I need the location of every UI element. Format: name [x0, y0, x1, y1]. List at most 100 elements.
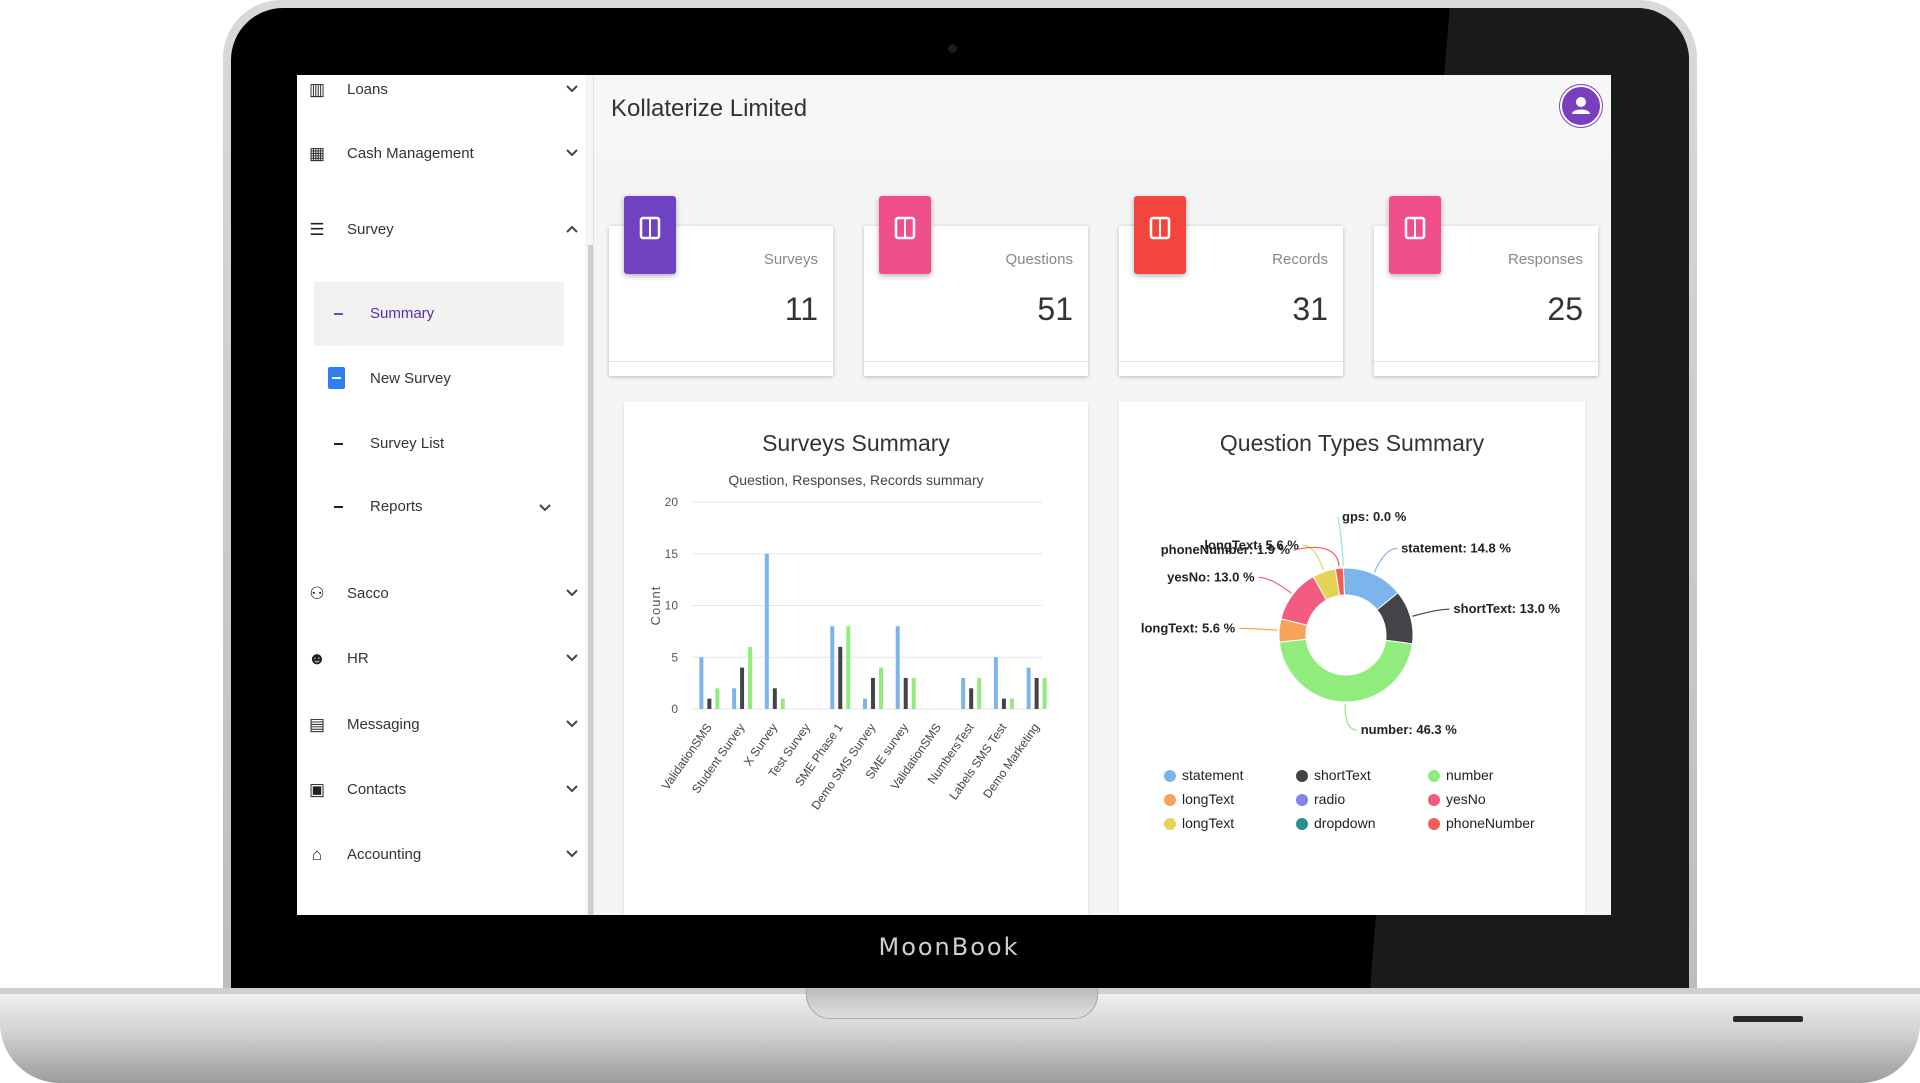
top-bar: [594, 75, 1611, 155]
connector-line: [1293, 546, 1340, 567]
chevron-down-icon: [566, 85, 578, 93]
y-tick-label: 15: [665, 547, 679, 561]
legend-label: shortText: [1314, 767, 1371, 783]
question-types-donut-chart: statement: 14.8 % shortText: 13.0 % number…: [1141, 509, 1561, 737]
sidebar-item-messaging[interactable]: ▤ Messaging: [297, 705, 585, 745]
connector-line: [1258, 576, 1292, 594]
card-divider: [1119, 361, 1343, 362]
legend-label: radio: [1314, 791, 1346, 807]
y-tick-label: 5: [671, 650, 678, 664]
sidebar-item-sacco[interactable]: ⚇ Sacco: [297, 574, 585, 614]
chart-subtitle: Question, Responses, Records summary: [728, 472, 984, 488]
bar: [969, 688, 974, 709]
stat-value: 11: [784, 291, 818, 327]
legend-swatch: [1164, 818, 1176, 830]
sidebar-item-accounting[interactable]: ⌂ Accounting: [297, 835, 585, 875]
dash-icon: [334, 313, 343, 315]
stat-value: 25: [1547, 291, 1583, 327]
sidebar: ▥ Loans ▦ Cash Management ☰ Survey Summa…: [297, 75, 585, 915]
sidebar-item-label: Sacco: [347, 585, 389, 602]
stat-card-records: Records 31: [1119, 196, 1343, 376]
legend-label: longText: [1182, 815, 1235, 831]
legend-swatch: [1164, 770, 1176, 782]
data-label: statement: 14.8 %: [1401, 540, 1511, 555]
bar: [1001, 698, 1006, 709]
sidebar-item-loans[interactable]: ▥ Loans: [297, 75, 585, 110]
legend-label: dropdown: [1314, 815, 1376, 831]
connector-line: [1412, 608, 1450, 617]
bar: [838, 646, 843, 709]
message-icon: ▤: [308, 715, 326, 734]
book-tile-icon: [1134, 196, 1186, 274]
chart-title: Question Types Summary: [1219, 430, 1485, 456]
connector-line: [1373, 547, 1398, 573]
legend-label: number: [1446, 767, 1494, 783]
sidebar-item-label: Accounting: [347, 846, 422, 863]
chevron-down-icon: [539, 504, 551, 512]
chevron-down-icon: [566, 654, 578, 662]
legend-label: longText: [1182, 791, 1235, 807]
sidebar-item-contacts[interactable]: ▣ Contacts: [297, 770, 585, 810]
stat-card-responses: Responses 25: [1374, 196, 1598, 376]
bar: [699, 657, 704, 709]
sidebar-subitem-label: Summary: [370, 305, 435, 322]
chevron-down-icon: [566, 720, 578, 728]
webcam-icon: [948, 44, 957, 53]
data-label: shortText: 13.0 %: [1453, 601, 1560, 616]
people-icon: ⚇: [309, 584, 325, 603]
bank-icon: ⌂: [311, 845, 323, 864]
bar: [895, 626, 900, 709]
bar: [1009, 698, 1014, 709]
book-tile-icon: [1389, 196, 1441, 274]
sidebar-subitem-new-survey[interactable]: New Survey: [314, 347, 564, 411]
legend-swatch: [1164, 794, 1176, 806]
bar: [911, 677, 916, 709]
surveys-summary-panel: Surveys Summary Question, Responses, Rec…: [624, 402, 1088, 915]
sidebar-item-survey[interactable]: ☰ Survey: [297, 210, 585, 250]
data-label: gps: 0.0 %: [1342, 509, 1407, 524]
data-label: number: 46.3 %: [1361, 722, 1458, 737]
chart-title: Surveys Summary: [762, 430, 950, 456]
card-divider: [1374, 361, 1598, 362]
dash-icon: [334, 506, 343, 508]
connector-line: [1344, 703, 1357, 731]
user-avatar-button[interactable]: [1560, 85, 1602, 127]
bar: [961, 677, 966, 709]
sidebar-item-label: Survey: [347, 221, 394, 238]
contacts-icon: ▣: [308, 780, 326, 799]
legend-swatch: [1428, 770, 1440, 782]
new-survey-icon: [328, 367, 345, 389]
sidebar-item-label: Contacts: [347, 781, 407, 798]
stat-label: Questions: [1005, 251, 1073, 268]
app-screen: ▥ Loans ▦ Cash Management ☰ Survey Summa…: [297, 75, 1611, 915]
list-icon: ☰: [309, 220, 325, 239]
sidebar-subitem-summary[interactable]: Summary: [314, 282, 564, 346]
sidebar-item-cash-management[interactable]: ▦ Cash Management: [297, 134, 585, 174]
bar: [1042, 677, 1047, 709]
bar: [715, 688, 720, 709]
sidebar-subitem-survey-list[interactable]: Survey List: [314, 412, 564, 476]
pie-slice: [1334, 567, 1345, 597]
stat-card-surveys: Surveys 11: [609, 196, 833, 376]
card-divider: [609, 361, 833, 362]
stat-label: Responses: [1507, 251, 1583, 268]
y-tick-label: 0: [671, 702, 678, 716]
bar: [780, 698, 785, 709]
device-brand: MoonBook: [878, 933, 1020, 961]
bar: [977, 677, 982, 709]
sidebar-subitem-reports[interactable]: Reports: [314, 475, 564, 539]
chevron-down-icon: [566, 149, 578, 157]
legend-label: phoneNumber: [1446, 815, 1535, 831]
company-name: Kollaterize Limited: [611, 95, 808, 122]
sidebar-scrollbar[interactable]: [588, 245, 593, 915]
sidebar-item-hr[interactable]: ☻ HR: [297, 639, 585, 679]
bar: [879, 667, 883, 709]
pie-slice: [1278, 638, 1413, 703]
legend-swatch: [1296, 770, 1308, 782]
legend-swatch: [1296, 794, 1308, 806]
legend-swatch: [1296, 818, 1308, 830]
book-tile-icon: [624, 196, 676, 274]
chart-legend: statement shortText number longText radio yes…: [1164, 767, 1564, 837]
sidebar-subitem-label: Survey List: [370, 435, 445, 452]
